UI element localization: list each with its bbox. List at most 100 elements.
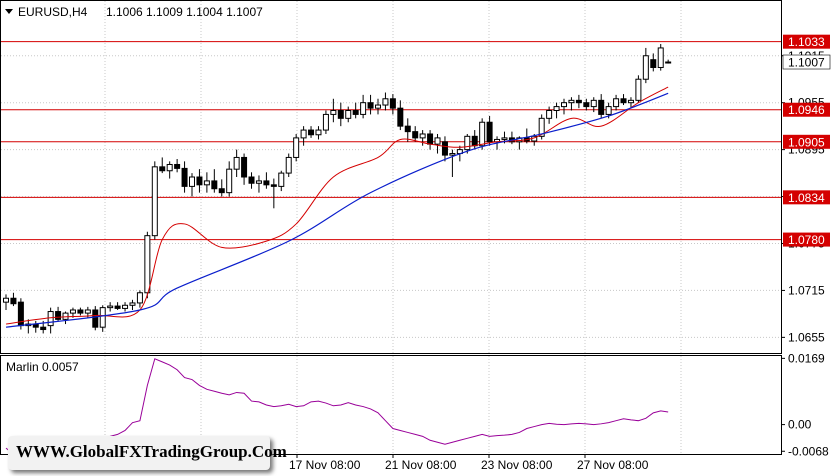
candle bbox=[10, 292, 17, 307]
candle-body-bear bbox=[270, 184, 277, 187]
candle bbox=[575, 94, 582, 109]
candle-body-bull bbox=[293, 137, 300, 158]
candle bbox=[561, 98, 567, 115]
candle-body-bear bbox=[174, 163, 181, 169]
candle-body-bull bbox=[255, 180, 262, 184]
candle bbox=[642, 47, 649, 84]
x-tick-label: 23 Nov 08:00 bbox=[481, 458, 553, 472]
candle bbox=[360, 94, 367, 119]
candle bbox=[129, 299, 136, 310]
candle bbox=[99, 305, 106, 332]
collapse-triangle-icon[interactable] bbox=[5, 9, 13, 14]
candle-body-bull bbox=[203, 180, 210, 186]
candle bbox=[367, 94, 374, 115]
candle-body-bull bbox=[464, 135, 471, 151]
candle-body-bear bbox=[620, 98, 627, 104]
candle-body-bear bbox=[598, 99, 605, 115]
indicator-tick-label: -0.0068 bbox=[788, 444, 829, 458]
level-price-label: 1.0780 bbox=[788, 233, 825, 247]
candle-body-bear bbox=[367, 102, 374, 109]
level-price-tag bbox=[783, 232, 830, 247]
candle bbox=[285, 153, 292, 177]
candle-body-bear bbox=[397, 107, 404, 127]
candle bbox=[568, 97, 575, 111]
level-price-tag bbox=[783, 102, 830, 117]
candle bbox=[665, 59, 672, 64]
x-tick-label: 27 Nov 08:00 bbox=[577, 458, 649, 472]
candle bbox=[315, 126, 322, 140]
candle bbox=[389, 94, 396, 115]
candle-body-bull bbox=[151, 166, 158, 237]
candle-body-bull bbox=[613, 98, 620, 108]
candle-body-bull bbox=[553, 106, 560, 112]
candle-body-bear bbox=[427, 133, 434, 145]
candle-body-bear bbox=[77, 309, 84, 314]
candle bbox=[337, 102, 344, 127]
candle-body-bear bbox=[159, 166, 166, 172]
candle bbox=[159, 157, 166, 174]
candle bbox=[322, 110, 329, 134]
candle-body-bull bbox=[315, 129, 322, 136]
candle-body-bull bbox=[345, 110, 352, 119]
candle-body-bear bbox=[404, 125, 411, 133]
candle bbox=[598, 94, 605, 119]
ma-fast-line bbox=[5, 86, 669, 325]
candle-body-bear bbox=[92, 309, 99, 328]
candle-body-bear bbox=[211, 180, 218, 190]
candle-body-bear bbox=[248, 176, 255, 184]
candle-body-bull bbox=[419, 133, 426, 139]
candle bbox=[203, 172, 210, 193]
candle-body-bear bbox=[241, 156, 248, 178]
candle bbox=[293, 133, 300, 162]
candle bbox=[196, 169, 203, 193]
indicator-tick-label: 0.0169 bbox=[788, 351, 825, 365]
candle bbox=[174, 159, 181, 173]
level-price-label: 1.1033 bbox=[788, 35, 825, 49]
candle-body-bear bbox=[196, 176, 203, 186]
candle bbox=[441, 136, 448, 162]
level-price-tag bbox=[783, 190, 830, 205]
candle-body-bear bbox=[471, 135, 478, 147]
candle-body-bear bbox=[40, 326, 47, 331]
indicator-label: Marlin 0.0057 bbox=[6, 360, 79, 374]
candlestick-series bbox=[3, 44, 672, 334]
candle bbox=[47, 307, 54, 334]
candle bbox=[122, 302, 129, 312]
candle bbox=[211, 169, 218, 193]
candle bbox=[627, 97, 634, 109]
candle-body-bull bbox=[84, 309, 91, 314]
candle-body-bull bbox=[434, 137, 441, 145]
level-price-tag bbox=[783, 34, 830, 49]
candle bbox=[613, 94, 620, 111]
candle bbox=[330, 98, 337, 123]
current-price-label: 1.1007 bbox=[788, 56, 825, 70]
candle-body-bear bbox=[181, 167, 188, 187]
candle bbox=[352, 102, 359, 119]
candle bbox=[375, 98, 381, 115]
candle-body-bull bbox=[375, 104, 381, 109]
candle bbox=[308, 126, 315, 138]
candle-body-bear bbox=[352, 110, 359, 115]
candle-body-bull bbox=[449, 153, 456, 156]
candle-body-bull bbox=[189, 176, 195, 187]
candle bbox=[486, 115, 493, 146]
level-price-label: 1.0834 bbox=[788, 191, 825, 205]
x-tick-label: 21 Nov 08:00 bbox=[385, 458, 457, 472]
candle-body-bull bbox=[300, 129, 307, 139]
candle bbox=[590, 97, 597, 113]
candle-body-bull bbox=[122, 304, 129, 309]
candle-body-bull bbox=[233, 156, 240, 170]
indicator-tick-label: 0.00 bbox=[788, 418, 812, 432]
candle bbox=[263, 172, 270, 189]
indicator-axis: 0.0169 0.00 -0.0068 bbox=[781, 351, 829, 458]
level-price-label: 1.0946 bbox=[788, 103, 825, 117]
candle bbox=[412, 126, 419, 142]
candle bbox=[144, 231, 151, 299]
price-pane-frame bbox=[0, 0, 782, 354]
candle bbox=[136, 290, 143, 308]
candle bbox=[248, 172, 255, 189]
candle-body-bull bbox=[136, 292, 143, 304]
candle-body-bull bbox=[501, 137, 508, 140]
candle-body-bull bbox=[568, 99, 575, 104]
ma-slow-line bbox=[5, 92, 669, 328]
